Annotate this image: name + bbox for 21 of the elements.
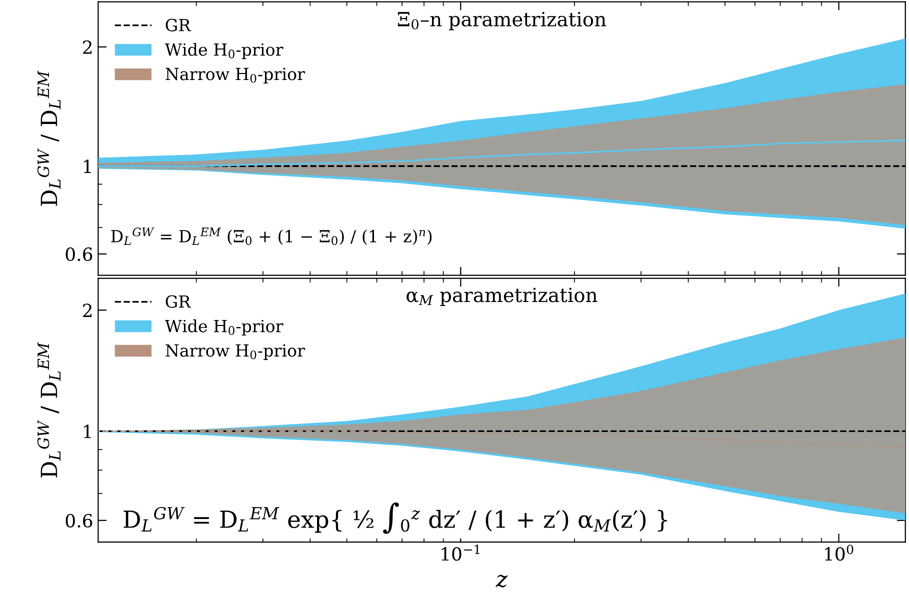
chart-title: Ξ$_{0}$–n parametrization [398,12,606,30]
x-axis-title: z [496,574,508,588]
y-tick-label: 0.6 [66,514,92,528]
legend-label: GR [166,295,192,308]
legend-label: GR [166,18,192,32]
chart-title: α$_{M}$ parametrization [406,288,598,306]
y-tick-label: 1 [84,160,91,173]
x-tick-label: 10$^{−1}$ [442,544,480,561]
legend-label: Narrow H$_{0}$-prior [166,68,306,84]
y-axis-title: D$_{L}$$^{GW}$ / D$_{L}$$^{EM}$ [37,70,60,206]
text: D$_{L}$$^{GW}$ = D$_{L}$$^{EM}$ exp{ ½ ∫$_{0}$$^{z}$ dz′ / (1 + z′) α$_{M}$(z′) } [124,502,667,534]
x-tick-label: 10$^{0}$ [825,544,854,561]
y-tick-label: 2 [83,40,92,54]
y-tick-label: 2 [83,304,92,317]
legend-label: Narrow H$_{0}$-prior [166,344,306,360]
legend-label: Wide H$_{0}$-prior [164,319,284,336]
y-axis-title: D$_{L}$$^{GW}$ / D$_{L}$$^{EM}$ [37,342,60,478]
y-tick-label: 1 [84,424,91,438]
text: D$_{L}$$^{GW}$ = D$_{L}$$^{EM}$ (Ξ$_{0}$ + (1 − Ξ$_{0}$) / (1 + z)$^{n}$) [111,228,432,245]
legend-label: Wide H$_{0}$-prior [164,42,284,60]
y-tick-label: 0.6 [66,247,92,262]
